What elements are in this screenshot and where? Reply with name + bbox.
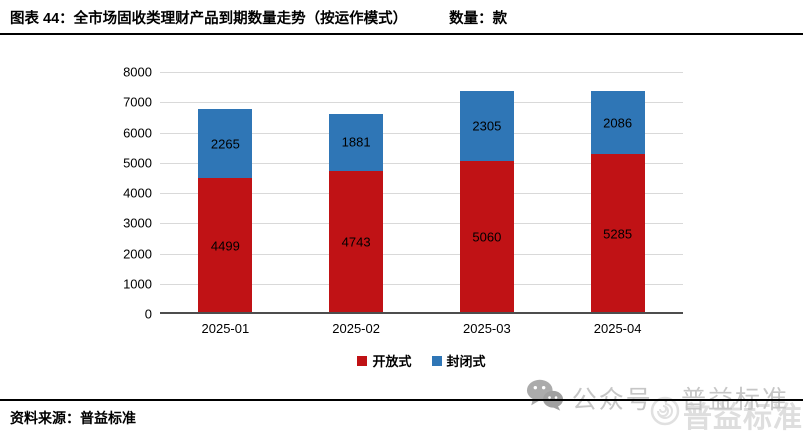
watermark-brand-text: 普益标准 [682, 402, 803, 434]
x-tick-label: 2025-01 [201, 321, 250, 336]
y-tick-label: 1000 [123, 276, 152, 292]
watermark-seal-layer: 普益标准 [650, 394, 803, 436]
bar-value-label: 1881 [341, 134, 371, 150]
legend-label: 封闭式 [446, 354, 486, 369]
bar-segment-封闭式: 2086 [590, 91, 645, 155]
bar-segment-开放式: 5285 [590, 154, 645, 314]
gridline [160, 283, 683, 285]
x-axis: 2025-01 2025-02 2025-03 2025-04 [160, 321, 683, 339]
plot-area: 4499 2265 4743 1881 5060 2305 5285 2086 [160, 72, 683, 314]
y-tick-label: 3000 [123, 215, 152, 231]
x-tick-label: 2025-02 [332, 321, 380, 336]
bar-value-label: 5285 [603, 226, 633, 242]
figure-unit-label: 数量：款 [449, 11, 508, 27]
legend-swatch [357, 355, 368, 366]
y-tick-label: 0 [144, 306, 152, 322]
watermark-wechat-layer: 公众号 · 普益标准 [526, 378, 789, 418]
bar-value-label: 2265 [210, 136, 240, 152]
gridline [160, 132, 683, 134]
x-tick-label: 2025-03 [463, 321, 511, 336]
x-axis-line [160, 312, 683, 314]
y-tick-label: 2000 [123, 246, 152, 261]
gridline [160, 253, 683, 255]
header-divider [0, 33, 803, 35]
source-note: 资料来源：普益标准 [10, 410, 136, 426]
gridline [160, 162, 683, 164]
watermark: 普益标准 公众号 · 普益标准 [526, 376, 803, 437]
figure-header: 图表 44：全市场固收类理财产品到期数量走势（按运作模式） 数量：款 [10, 7, 507, 28]
wechat-icon [526, 378, 564, 418]
y-axis: 0 1000 2000 3000 4000 5000 6000 7000 8000 [100, 65, 152, 322]
bar-value-label: 4743 [341, 234, 371, 250]
y-tick-label: 4000 [123, 185, 152, 201]
bar-segment-封闭式: 2305 [459, 91, 514, 161]
y-tick-label: 6000 [123, 125, 152, 140]
bar-value-label: 4499 [210, 238, 240, 254]
bar-value-label: 2305 [472, 118, 502, 134]
y-tick-label: 8000 [123, 64, 152, 80]
bar-segment-开放式: 4499 [198, 177, 253, 314]
y-tick-label: 7000 [123, 94, 152, 110]
legend-item-封闭式: 封闭式 [431, 351, 486, 370]
legend-swatch [431, 355, 442, 366]
gridline [160, 72, 683, 73]
chart-legend: 开放式 封闭式 [160, 351, 683, 370]
bar-value-label: 5060 [472, 229, 502, 245]
bar-segment-封闭式: 2265 [198, 109, 253, 178]
spiral-seal-icon [650, 396, 680, 434]
y-tick-label: 5000 [123, 155, 152, 171]
legend-label: 开放式 [372, 354, 412, 369]
legend-item-开放式: 开放式 [357, 351, 412, 370]
bar-value-label: 2086 [603, 115, 633, 131]
watermark-wechat-text: 公众号 · 普益标准 [571, 386, 789, 414]
gridline [160, 102, 683, 104]
gridline [160, 223, 683, 225]
figure-title: 图表 44：全市场固收类理财产品到期数量走势（按运作模式） [10, 11, 408, 27]
gridline [160, 193, 683, 194]
bar-segment-开放式: 5060 [459, 160, 514, 314]
footer-divider [0, 399, 803, 401]
x-tick-label: 2025-04 [593, 321, 642, 336]
bar-segment-开放式: 4743 [329, 170, 384, 314]
bar-segment-封闭式: 1881 [329, 113, 384, 171]
